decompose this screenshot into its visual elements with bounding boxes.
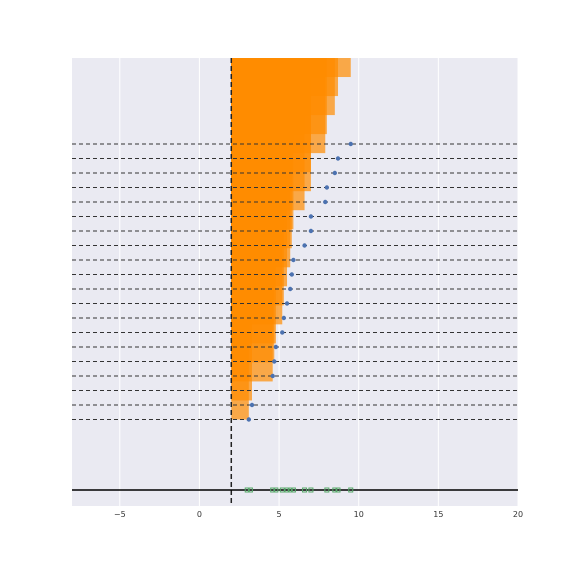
rug-mark — [279, 487, 285, 493]
x-tick-label: 20 — [513, 510, 523, 519]
rug-mark — [244, 487, 250, 493]
data-point — [324, 185, 330, 190]
rug-mark — [284, 487, 290, 493]
data-point — [289, 272, 295, 277]
data-point — [272, 359, 277, 364]
data-point — [284, 301, 290, 306]
data-point — [335, 156, 341, 161]
data-point — [249, 402, 255, 408]
rug-mark — [335, 487, 341, 493]
data-point — [281, 315, 287, 321]
data-point — [280, 330, 285, 335]
data-point — [246, 417, 252, 422]
rug-mark — [270, 487, 276, 493]
rug-mark — [348, 487, 354, 493]
x-tick-label: 15 — [433, 510, 443, 519]
x-tick-label: −5 — [114, 510, 126, 519]
points-layer — [246, 141, 353, 422]
data-point — [288, 286, 293, 292]
rug-layer — [244, 487, 354, 493]
rug-mark — [273, 487, 279, 493]
data-point — [308, 214, 314, 219]
rug-mark — [287, 487, 293, 493]
rug-mark — [332, 487, 338, 493]
x-tick-label: 10 — [354, 510, 364, 519]
rug-mark — [324, 487, 330, 493]
data-point — [332, 170, 338, 176]
rug-mark — [302, 487, 308, 493]
x-tick-labels: −5 0 5 10 15 20 — [114, 510, 523, 519]
data-point — [270, 373, 275, 379]
rug-mark — [290, 487, 296, 493]
guide-lines — [72, 143, 518, 420]
rug-mark — [308, 487, 314, 493]
data-point — [302, 243, 307, 248]
data-point — [323, 199, 328, 205]
data-point — [348, 141, 353, 147]
x-tick-label: 5 — [277, 510, 282, 519]
bar — [231, 58, 351, 78]
rug-mark — [247, 487, 253, 493]
x-tick-label: 0 — [197, 510, 202, 519]
data-point — [291, 257, 296, 263]
data-point — [308, 228, 314, 234]
data-point — [273, 344, 279, 350]
